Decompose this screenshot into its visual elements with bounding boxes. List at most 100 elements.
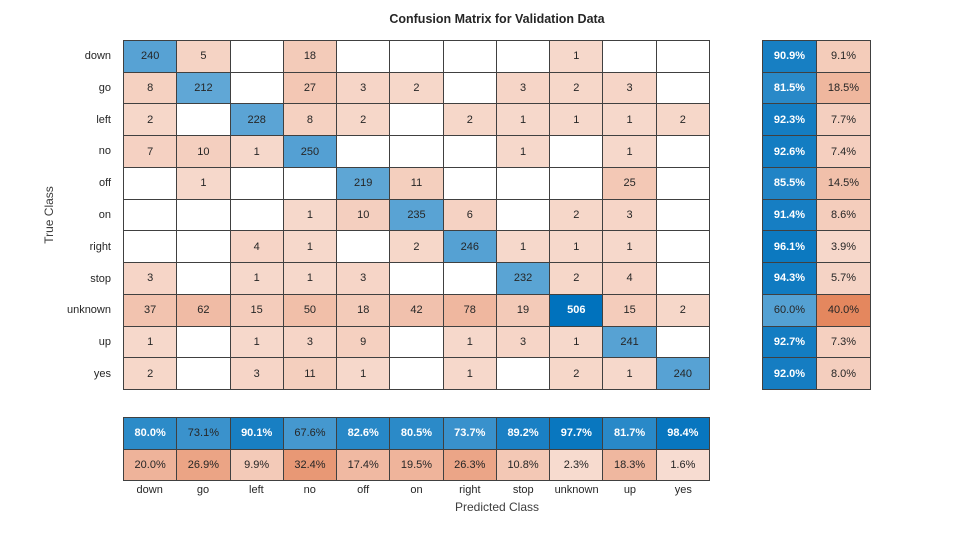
column-summary-grid: 80.0% 73.1% 90.1% 67.6% 82.6% 80.5% 73.7% 89.2%… [123, 417, 710, 481]
row-summary-cell: 7.3% [817, 326, 870, 358]
row-summary-cell: 92.6% [763, 136, 816, 167]
matrix-cell [496, 199, 550, 231]
row-summary-cell: 8.0% [817, 358, 870, 389]
row-summary-cell: 94.3% [763, 263, 816, 294]
col-summary-cell: 2.3% [550, 449, 603, 480]
matrix-grid: 240 5 18 1 8 212 27 3 2 3 2 3 2 228 8 2 2 1 1 1 2 7 10 1 250 1 1 1 2… [123, 40, 710, 390]
row-label: off [98, 177, 111, 190]
matrix-cell [390, 326, 443, 358]
matrix-cell: 219 [337, 167, 390, 199]
row-summary-cell: 92.7% [763, 326, 816, 358]
col-summary-cell: 10.8% [496, 449, 550, 480]
row-summary-cell: 92.0% [763, 358, 816, 389]
matrix-cell [443, 167, 496, 199]
matrix-cell [177, 263, 230, 294]
matrix-cell: 4 [603, 263, 656, 294]
matrix-cell: 1 [496, 136, 550, 167]
matrix-cell: 1 [603, 231, 656, 263]
row-summary-cell: 96.1% [763, 231, 816, 263]
matrix-cell [656, 263, 709, 294]
col-summary-cell: 67.6% [283, 418, 337, 449]
matrix-cell: 506 [550, 294, 603, 326]
col-label: off [357, 484, 370, 496]
col-summary-cell: 19.5% [390, 449, 443, 480]
matrix-cell [550, 167, 603, 199]
matrix-cell: 25 [603, 167, 656, 199]
col-summary-cell: 98.4% [656, 418, 709, 449]
matrix-cell: 3 [283, 326, 337, 358]
matrix-cell: 2 [550, 358, 603, 389]
row-summary-cell: 8.6% [817, 199, 870, 231]
row-summary-cell: 92.3% [763, 104, 816, 136]
row-summary-cell: 7.7% [817, 104, 870, 136]
matrix-cell: 2 [656, 104, 709, 136]
chart-title: Confusion Matrix for Validation Data [389, 12, 605, 26]
matrix-cell [230, 41, 283, 72]
matrix-cell [177, 326, 230, 358]
matrix-cell [656, 167, 709, 199]
matrix-cell: 37 [124, 294, 177, 326]
matrix-cell: 15 [230, 294, 283, 326]
col-summary-cell: 26.9% [177, 449, 230, 480]
row-label: on [98, 208, 111, 221]
matrix-cell [230, 167, 283, 199]
matrix-cell: 2 [390, 72, 443, 104]
matrix-cell: 2 [390, 231, 443, 263]
matrix-cell: 2 [124, 104, 177, 136]
matrix-cell: 10 [177, 136, 230, 167]
matrix-cell [177, 199, 230, 231]
matrix-cell: 232 [496, 263, 550, 294]
matrix-cell [390, 263, 443, 294]
col-label: left [249, 484, 264, 496]
matrix-cell [656, 231, 709, 263]
matrix-cell [390, 41, 443, 72]
matrix-cell: 3 [337, 72, 390, 104]
matrix-cell: 6 [443, 199, 496, 231]
col-label: up [623, 484, 637, 496]
matrix-cell: 1 [283, 199, 337, 231]
col-summary-cell: 89.2% [496, 418, 550, 449]
matrix-cell [496, 358, 550, 389]
row-label: right [89, 240, 111, 253]
matrix-cell: 15 [603, 294, 656, 326]
matrix-cell: 18 [337, 294, 390, 326]
matrix-cell: 3 [337, 263, 390, 294]
row-summary-cell: 18.5% [817, 72, 870, 104]
matrix-cell: 2 [550, 263, 603, 294]
matrix-cell [656, 41, 709, 72]
matrix-cell: 240 [124, 41, 177, 72]
col-label: unknown [554, 484, 599, 496]
matrix-cell: 212 [177, 72, 230, 104]
matrix-cell: 8 [283, 104, 337, 136]
matrix-cell [124, 199, 177, 231]
matrix-cell: 42 [390, 294, 443, 326]
matrix-cell [390, 104, 443, 136]
matrix-cell [283, 167, 337, 199]
row-summary-cell: 60.0% [763, 294, 816, 326]
row-summary-cell: 14.5% [817, 167, 870, 199]
x-axis-label: Predicted Class [454, 500, 540, 514]
matrix-cell [390, 358, 443, 389]
matrix-cell: 250 [283, 136, 337, 167]
row-summary-cell: 40.0% [817, 294, 870, 326]
row-label: down [84, 49, 111, 62]
matrix-cell: 11 [283, 358, 337, 389]
matrix-cell: 9 [337, 326, 390, 358]
matrix-cell [443, 263, 496, 294]
row-label: up [98, 336, 111, 349]
matrix-cell: 235 [390, 199, 443, 231]
matrix-cell: 1 [550, 326, 603, 358]
col-summary-cell: 97.7% [550, 418, 603, 449]
matrix-cell: 1 [550, 231, 603, 263]
matrix-cell: 2 [550, 72, 603, 104]
row-summary-cell: 85.5% [763, 167, 816, 199]
matrix-cell: 1 [550, 104, 603, 136]
matrix-cell [550, 136, 603, 167]
col-summary-cell: 18.3% [603, 449, 656, 480]
matrix-cell [124, 231, 177, 263]
matrix-cell: 1 [603, 358, 656, 389]
col-summary-cell: 73.1% [177, 418, 230, 449]
matrix-cell: 240 [656, 358, 709, 389]
matrix-cell: 1 [443, 358, 496, 389]
col-summary-cell: 80.0% [124, 418, 177, 449]
